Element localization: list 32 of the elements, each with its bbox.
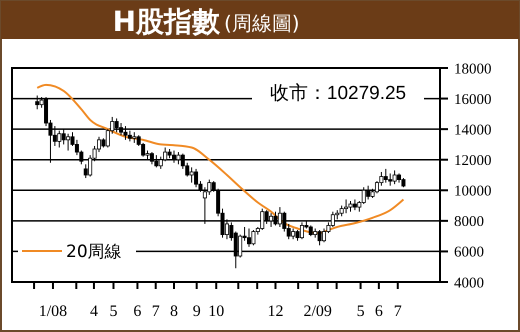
candlestick	[401, 178, 406, 188]
x-tick-label: 6	[133, 303, 142, 320]
candlestick	[132, 132, 136, 144]
candlestick	[340, 205, 344, 217]
candlestick	[388, 172, 392, 186]
x-tick-label: 4	[90, 303, 98, 320]
y-tick-label: 8000	[454, 214, 484, 230]
x-tick-label: 9	[192, 303, 201, 320]
x-tick-label: 12	[267, 303, 284, 320]
x-tick-label: 1/08	[38, 303, 68, 320]
x-tick-label: 8	[170, 303, 178, 320]
candlestick	[384, 168, 388, 184]
x-tick-label: 5	[356, 303, 365, 320]
y-tick-label: 18000	[454, 61, 492, 78]
chart-title: H股指數	[112, 5, 221, 38]
legend-label: 20周線	[66, 242, 122, 262]
x-tick-label: 7	[152, 303, 160, 320]
x-tick-label: 6	[374, 303, 383, 320]
chart-subtitle: (周線圖)	[224, 11, 300, 35]
x-tick-label: 2/09	[303, 303, 332, 320]
x-tick-label: 5	[109, 303, 118, 320]
y-tick-label: 4000	[454, 275, 484, 292]
candlestick	[313, 228, 318, 238]
y-tick-label: 16000	[454, 92, 492, 108]
x-tick-label: 7	[394, 303, 402, 320]
candlestick	[308, 224, 313, 237]
y-tick-label: 12000	[454, 152, 492, 169]
annotation: 收市：10279.25	[270, 82, 406, 104]
y-tick-label: 14000	[454, 122, 492, 138]
x-tick-label: 10	[208, 303, 224, 320]
y-tick-label: 6000	[454, 244, 484, 261]
y-tick-label: 10000	[454, 184, 492, 200]
